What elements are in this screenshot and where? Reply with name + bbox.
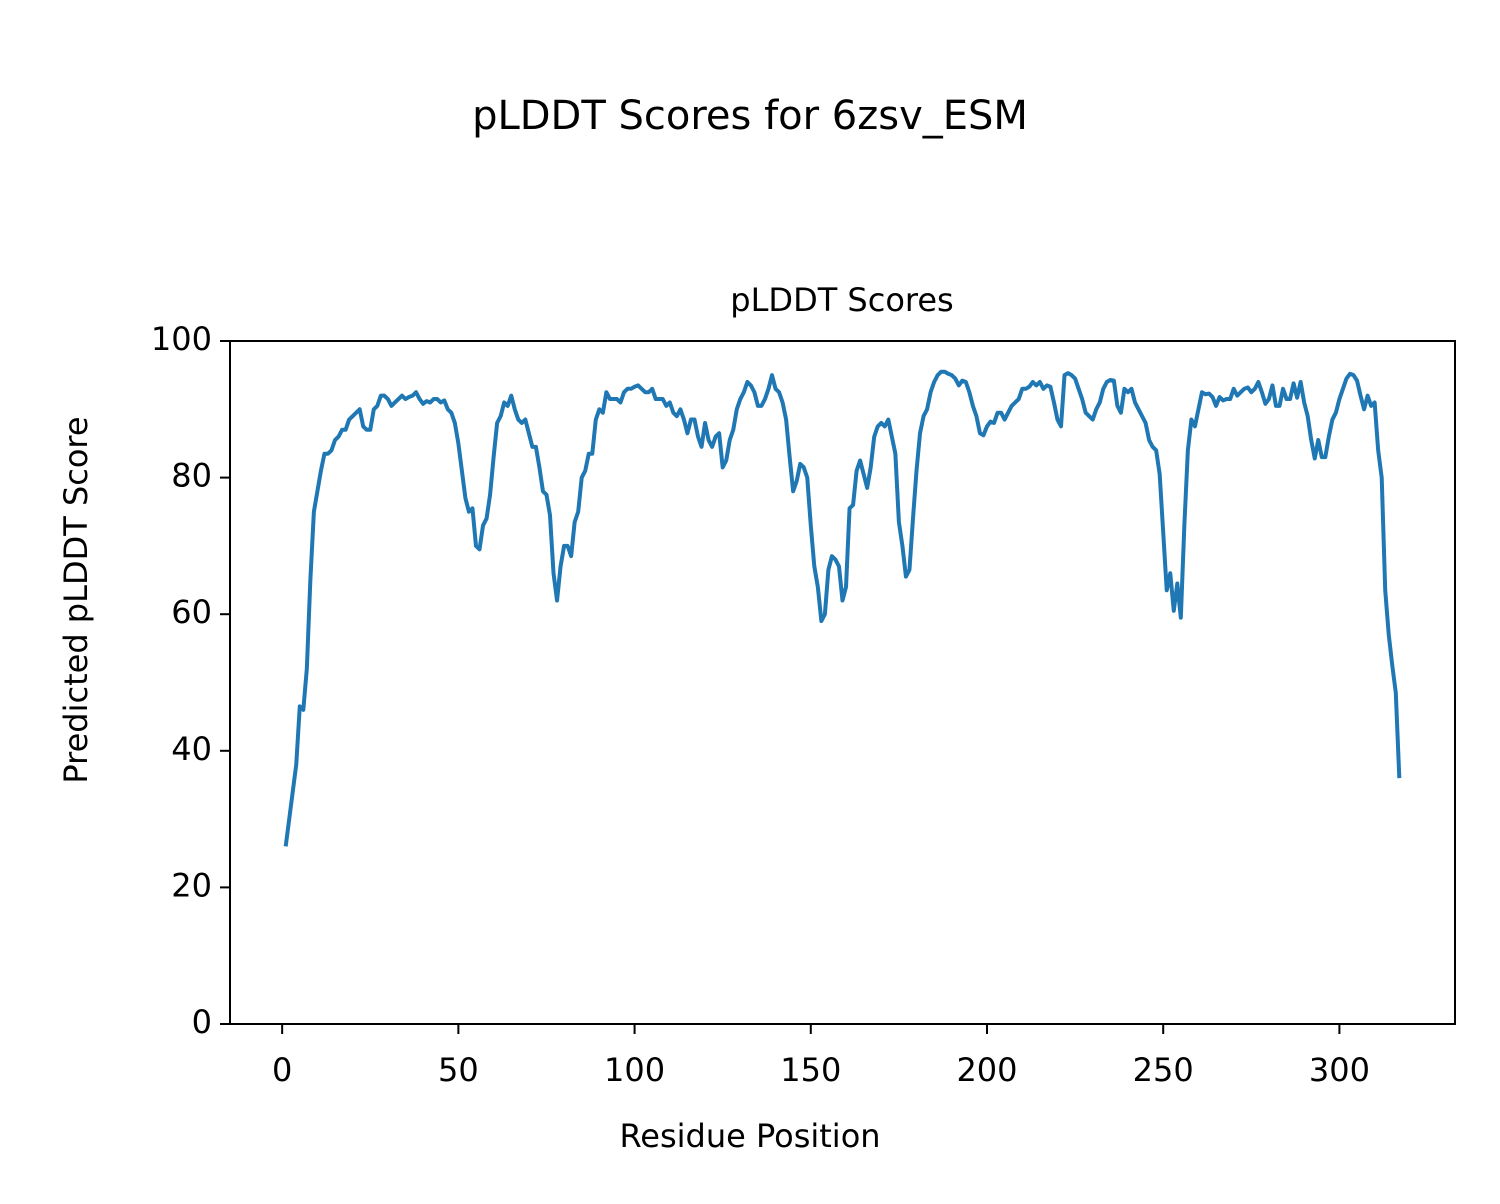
x-tick-label: 100 (604, 1051, 665, 1089)
x-tick-label: 300 (1309, 1051, 1370, 1089)
y-axis-label: Predicted pLDDT Score (57, 416, 95, 783)
x-tick-label: 200 (956, 1051, 1017, 1089)
x-tick-label: 50 (438, 1051, 479, 1089)
y-tick-label: 60 (171, 593, 212, 631)
x-tick-label: 0 (272, 1051, 292, 1089)
plot-frame (229, 340, 1456, 1025)
data-line (283, 369, 1402, 847)
chart-title: pLDDT Scores for 6zsv_ESM (472, 93, 1028, 139)
chart-subtitle: pLDDT Scores (730, 281, 953, 319)
y-tick-label: 20 (171, 866, 212, 904)
x-tick-label: 250 (1133, 1051, 1194, 1089)
x-tick-label: 150 (780, 1051, 841, 1089)
x-axis-label: Residue Position (619, 1117, 880, 1155)
y-tick-label: 100 (151, 320, 212, 358)
y-tick-label: 80 (171, 457, 212, 495)
y-tick-label: 40 (171, 730, 212, 768)
y-tick-label: 0 (192, 1003, 212, 1041)
